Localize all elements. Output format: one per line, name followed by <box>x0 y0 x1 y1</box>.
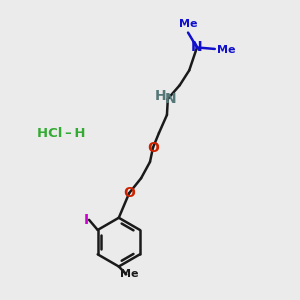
Text: I: I <box>83 213 89 227</box>
Text: Me: Me <box>120 269 138 279</box>
Text: Me: Me <box>179 19 197 29</box>
Text: Me: Me <box>217 45 236 56</box>
Text: N: N <box>164 92 176 106</box>
Text: HCl – H: HCl – H <box>37 127 86 140</box>
Text: O: O <box>147 141 159 154</box>
Text: N: N <box>191 40 203 55</box>
Text: O: O <box>123 186 135 200</box>
Text: H: H <box>154 89 166 103</box>
